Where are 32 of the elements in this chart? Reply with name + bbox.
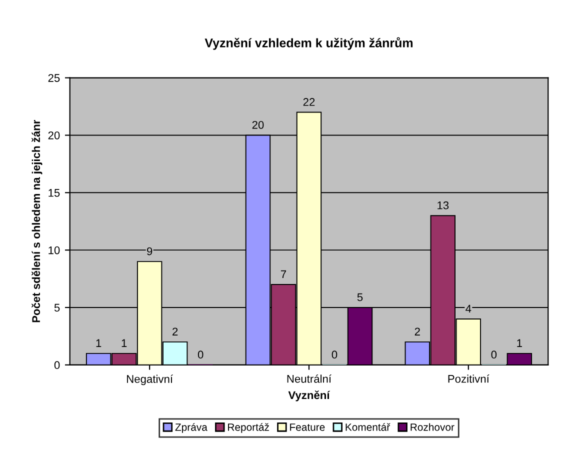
data-label: 0 [491,350,497,359]
legend-label: Zpráva [175,423,208,433]
data-label: 7 [280,270,286,278]
y-tick-label: 5 [54,304,60,312]
data-label: 9 [147,247,152,256]
legend-label: Komentář [346,423,390,431]
legend-label: Reportáž [228,423,269,433]
data-label: 1 [517,339,522,347]
y-tick-label: 20 [48,131,60,140]
y-tick-label: 15 [48,189,60,197]
data-label: 2 [414,328,420,336]
data-label: 20 [252,120,264,129]
legend-label: Feature [290,424,325,431]
x-tick-label: Negativní [127,374,173,386]
data-label: 5 [357,293,363,302]
x-tick-label: Pozitivní [448,374,490,383]
y-axis-title: Počet sdělení s ohledem na jejich žánr [32,120,42,322]
y-tick-label: 25 [48,74,60,82]
legend-label: Rozhovor [410,423,454,431]
data-label: 4 [466,304,472,312]
y-tick-label: 0 [54,361,60,370]
data-label: 13 [438,201,449,210]
x-axis-title: Vyznění [288,390,330,402]
y-tick-label: 10 [48,246,60,254]
data-label: 0 [198,350,204,359]
data-label: 2 [172,328,178,336]
data-label: 1 [122,339,127,347]
chart-title: Vyznění vzhledem k užitým žánrům [204,37,413,50]
x-tick-label: Neutrální [287,374,332,383]
data-label: 22 [303,98,315,106]
data-label: 0 [332,350,338,359]
data-label: 1 [96,339,102,347]
